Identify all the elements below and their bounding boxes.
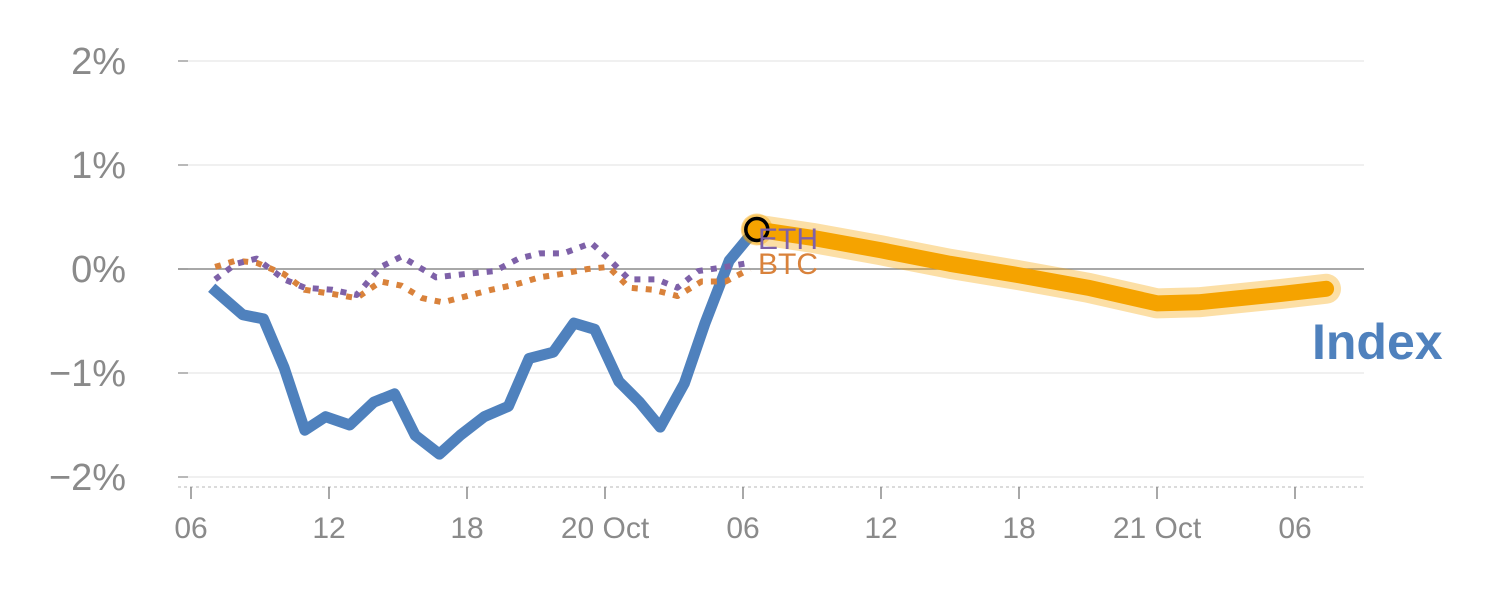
x-tick-label: 06 <box>174 512 207 545</box>
marker-layer <box>740 213 773 246</box>
y-tick-label: 0% <box>71 249 126 291</box>
series-line-eth <box>213 240 751 298</box>
x-tick-label: 06 <box>1278 512 1311 545</box>
x-tick-label: 18 <box>1002 512 1035 545</box>
y-tick-label: −1% <box>49 353 126 395</box>
series-line-index <box>208 225 761 460</box>
grid-lines <box>178 60 1364 478</box>
series-line-index-forecast <box>748 221 1335 312</box>
series-label-index: Index <box>1312 314 1443 370</box>
x-tick-label: 20 Oct <box>561 512 650 545</box>
series-label-btc: BTC <box>758 248 818 281</box>
x-tick-label: 21 Oct <box>1113 512 1202 545</box>
current-marker <box>744 216 770 243</box>
y-axis: 2% 1% 0% −1% −2% <box>49 41 188 499</box>
x-tick-label: 18 <box>450 512 483 545</box>
series-line-btc <box>214 257 752 306</box>
x-tick-label: 06 <box>726 512 759 545</box>
series-label-eth: ETH <box>758 223 818 256</box>
x-tick-label: 12 <box>864 512 897 545</box>
series-layer <box>208 214 1342 460</box>
x-tick-label: 12 <box>312 512 345 545</box>
y-tick-label: 2% <box>71 41 126 83</box>
x-axis: 06 12 18 20 Oct 06 12 18 21 Oct 06 <box>174 486 1364 545</box>
y-tick-label: −2% <box>49 457 126 499</box>
y-tick-label: 1% <box>71 145 126 187</box>
